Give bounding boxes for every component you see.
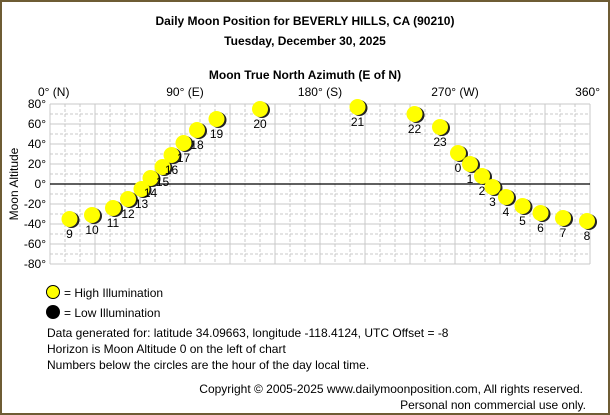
moon-marker <box>555 210 571 226</box>
hour-label: 20 <box>253 117 267 131</box>
moon-marker <box>120 191 136 207</box>
note-hours: Numbers below the circles are the hour o… <box>47 358 370 372</box>
hour-label: 8 <box>584 229 591 243</box>
moon-marker <box>484 179 501 195</box>
hour-label: 19 <box>210 127 224 141</box>
moon-marker <box>154 159 171 175</box>
hour-label: 17 <box>177 151 191 165</box>
copyright: Copyright © 2005-2025 www.dailymoonposit… <box>199 382 583 396</box>
moon-marker <box>432 119 448 135</box>
legend-high-label: = High Illumination <box>64 286 164 300</box>
hour-label: 14 <box>144 186 158 200</box>
y-tick-label: -40° <box>24 217 46 231</box>
hour-label: 3 <box>489 195 496 209</box>
x-tick-label: 270° (W) <box>431 85 478 99</box>
hour-label: 7 <box>560 226 567 240</box>
hour-label: 6 <box>537 221 544 235</box>
hour-label: 1 <box>467 172 474 186</box>
moon-marker <box>498 189 514 205</box>
moon-marker <box>84 207 100 223</box>
x-tick-label: 360° <box>575 85 600 99</box>
hour-label: 2 <box>479 184 486 198</box>
y-tick-label: 20° <box>28 157 46 171</box>
y-tick-label: -20° <box>24 197 46 211</box>
moon-marker <box>450 145 466 161</box>
moon-marker <box>349 99 366 115</box>
moon-marker <box>532 205 549 221</box>
note-location: Data generated for: latitude 34.09663, l… <box>47 326 449 340</box>
hour-label: 10 <box>85 223 99 237</box>
moon-marker <box>208 111 225 127</box>
moon-marker <box>514 198 531 214</box>
moon-marker <box>142 170 159 186</box>
y-tick-label: 80° <box>28 97 46 111</box>
hour-label: 13 <box>135 197 149 211</box>
hour-label: 15 <box>156 175 170 189</box>
hour-label: 21 <box>351 115 365 129</box>
moon-marker <box>133 181 150 197</box>
moon-marker <box>189 122 205 138</box>
hour-label: 12 <box>121 207 135 221</box>
hour-label: 0 <box>455 161 462 175</box>
hour-label: 23 <box>433 135 447 149</box>
hour-label: 5 <box>519 214 526 228</box>
y-tick-label: -60° <box>24 237 46 251</box>
x-tick-label: 90° (E) <box>166 85 203 99</box>
legend-low-label: = Low Illumination <box>64 306 161 320</box>
note-horizon: Horizon is Moon Altitude 0 on the left o… <box>47 342 286 356</box>
moon-marker <box>105 200 121 216</box>
moon-marker <box>406 106 423 122</box>
moon-marker <box>163 147 180 163</box>
hour-label: 22 <box>408 122 422 136</box>
chart-subtitle: Tuesday, December 30, 2025 <box>224 34 386 48</box>
moon-marker <box>61 211 78 227</box>
x-tick-label: 0° (N) <box>38 85 69 99</box>
y-tick-label: 0° <box>35 177 47 191</box>
hour-label: 4 <box>503 205 510 219</box>
hour-label: 9 <box>66 227 73 241</box>
moon-marker <box>175 135 192 151</box>
moon-marker <box>462 156 478 172</box>
y-tick-label: 40° <box>28 137 46 151</box>
hour-label: 16 <box>165 163 179 177</box>
y-axis-label: Moon Altitude <box>7 147 21 220</box>
hour-label: 11 <box>107 216 120 230</box>
chart-title: Daily Moon Position for BEVERLY HILLS, C… <box>155 14 455 28</box>
moon-marker <box>579 213 595 229</box>
moon-marker <box>252 101 268 117</box>
legend-high-icon <box>46 285 60 299</box>
legend-low-icon <box>46 305 60 319</box>
y-tick-label: 60° <box>28 117 46 131</box>
usage-note: Personal non commercial use only. <box>400 398 586 412</box>
x-tick-label: 180° (S) <box>298 85 342 99</box>
y-tick-label: -80° <box>24 257 46 271</box>
x-axis-label: Moon True North Azimuth (E of N) <box>208 68 402 82</box>
moon-marker <box>474 168 490 184</box>
hour-label: 18 <box>190 138 204 152</box>
